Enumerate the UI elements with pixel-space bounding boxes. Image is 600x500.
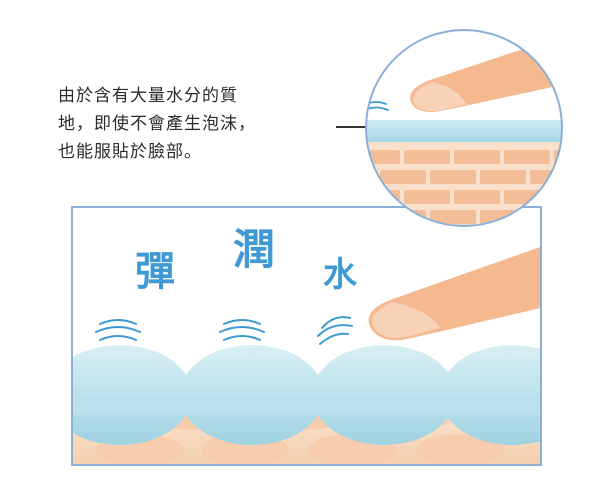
finger-pressing-icon [368, 246, 541, 341]
caption-line-2: 地，即使不會產生泡沫， [58, 114, 256, 134]
word-water: 水 [323, 255, 357, 295]
skin-panel [71, 206, 542, 466]
magnified-view [365, 29, 563, 227]
caption-text: 由於含有大量水分的質 地，即使不會產生泡沫， 也能服貼於臉部。 [58, 82, 358, 166]
word-bounce: 彈 [135, 249, 175, 295]
word-moist: 潤 [233, 225, 276, 274]
caption-line-3: 也能服貼於臉部。 [58, 142, 202, 162]
bounce-marks [95, 316, 353, 345]
moisture-film [366, 120, 562, 142]
moisture-bubbles [72, 345, 541, 445]
callout-leader-line [336, 126, 384, 128]
caption-line-1: 由於含有大量水分的質 [58, 86, 238, 106]
